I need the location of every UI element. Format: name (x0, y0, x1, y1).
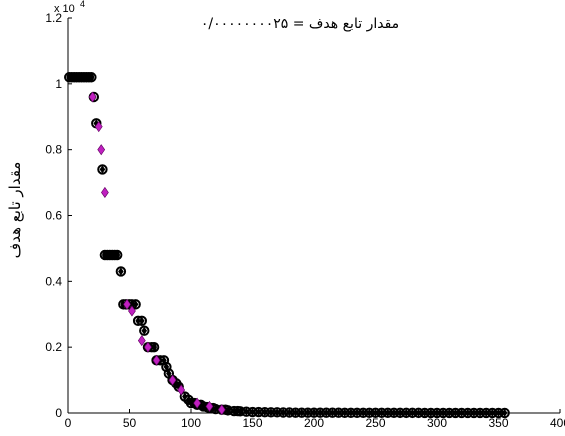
y-tick-label: 0 (55, 406, 62, 420)
data-point-marker (348, 408, 354, 417)
data-point (130, 299, 141, 310)
data-point (115, 266, 127, 277)
y-axis-label: مقدار تابع هدف (6, 162, 24, 259)
data-point-highlight (205, 400, 214, 412)
data-point-marker (378, 408, 385, 417)
plot-axes (67, 18, 560, 414)
x-tick-label: 150 (242, 416, 262, 430)
data-point-highlight (177, 384, 186, 396)
data-point-marker (175, 382, 182, 391)
data-point (139, 325, 150, 336)
y-tick-label: 0.6 (45, 209, 62, 223)
data-point-marker (225, 406, 231, 415)
data-point-marker (114, 251, 120, 259)
data-point-marker (237, 407, 243, 416)
data-point-highlight (101, 186, 109, 198)
data-point-marker (317, 408, 323, 417)
y-tick-label: 0.2 (45, 340, 62, 354)
data-point-highlight (88, 91, 97, 103)
data-point-marker (88, 73, 95, 82)
data-point-marker (323, 408, 330, 417)
data-point-marker (286, 408, 293, 417)
data-point-marker (262, 408, 268, 417)
data-point-highlight (144, 341, 152, 353)
data-point-marker (446, 408, 453, 417)
data-point (97, 164, 108, 175)
data-point-marker (99, 165, 106, 174)
data-point-highlight (94, 121, 103, 133)
x-tick-label: 300 (427, 416, 447, 430)
data-point-marker (385, 408, 391, 417)
data-point-marker (118, 267, 124, 276)
data-point-highlight (128, 305, 136, 317)
y-tick-label: 1.2 (45, 11, 62, 25)
data-point-marker (415, 408, 422, 417)
x-ticks: 0 50 100 150 200 250 300 350 400 (65, 409, 565, 430)
x-tick-label: 100 (181, 416, 201, 430)
y-tick-label: 0.4 (45, 274, 62, 288)
y-tick-label: 1 (55, 77, 62, 91)
data-point-marker (440, 408, 446, 417)
data-point-marker (409, 408, 416, 417)
x-tick-label: 200 (304, 416, 324, 430)
data-point-marker (501, 408, 508, 417)
data-point-marker (151, 343, 157, 352)
data-point-marker (210, 404, 216, 413)
data-point-highlight (217, 404, 226, 416)
data-point-marker (139, 316, 145, 325)
data-point (86, 72, 97, 83)
data-point-marker (132, 300, 139, 309)
data-point-marker (477, 408, 483, 417)
data-points (64, 72, 510, 419)
data-point-highlight (97, 144, 106, 156)
data-point-marker (166, 369, 172, 378)
y-exponent-base: x 10 (54, 3, 75, 15)
chart-title: مقدار تابع هدف = ۰/۰۰۰۰۰۰۰۰۲۵ (201, 16, 399, 32)
data-point-marker (471, 408, 477, 417)
x-tick-label: 400 (550, 416, 565, 430)
x-tick-label: 0 (65, 416, 72, 430)
data-point-marker (354, 408, 360, 417)
data-point (136, 315, 148, 327)
data-point (499, 407, 510, 419)
y-exponent-power: 4 (80, 0, 85, 9)
data-point-highlight (137, 335, 146, 347)
data-point (112, 249, 123, 261)
data-point-highlight (168, 374, 177, 386)
data-point-marker (141, 326, 148, 335)
data-point-marker (255, 408, 262, 417)
x-tick-label: 350 (488, 416, 508, 430)
data-point-highlight (193, 397, 202, 409)
y-tick-label: 0.8 (45, 143, 62, 157)
data-point-highlight (152, 354, 161, 366)
y-ticks: 0 0.2 0.4 0.6 0.8 1 1.2 (45, 11, 72, 420)
data-point-marker (163, 362, 170, 371)
data-point-highlight (123, 298, 131, 310)
x-tick-label: 250 (365, 416, 385, 430)
x-tick-label: 50 (123, 416, 137, 430)
data-point-marker (292, 408, 299, 417)
